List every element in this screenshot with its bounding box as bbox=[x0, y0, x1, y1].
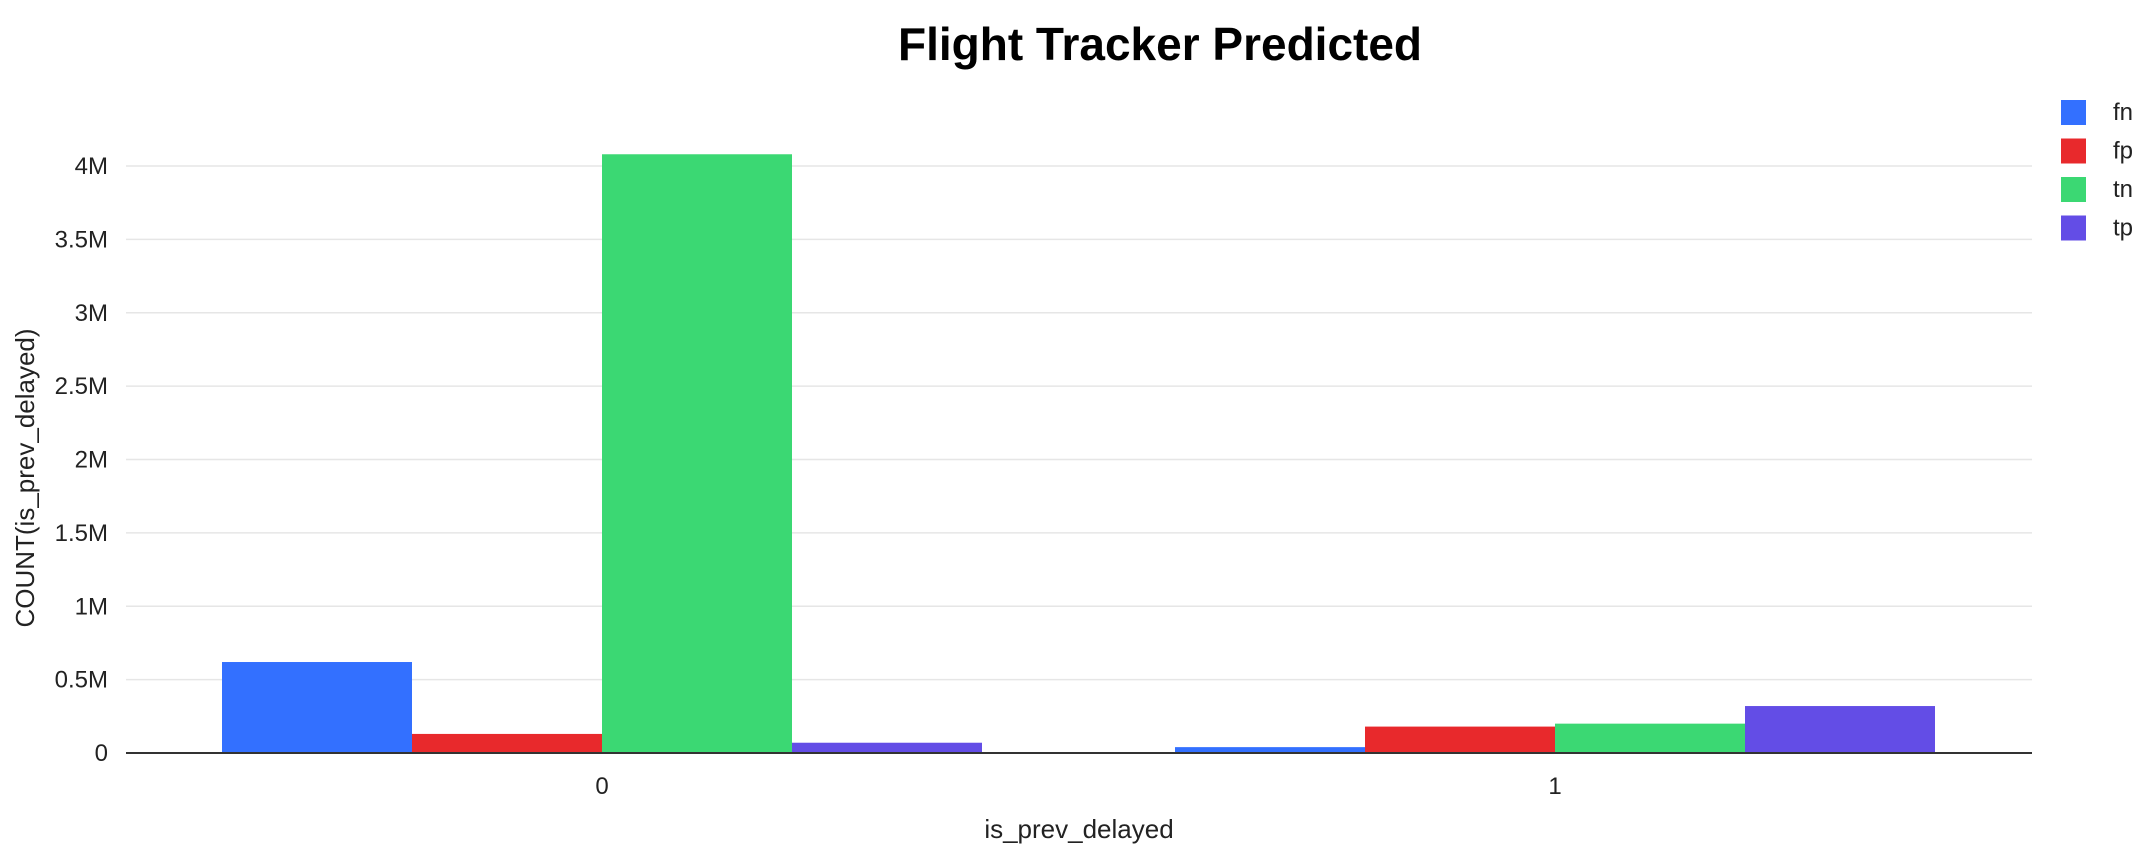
y-tick-label: 0.5M bbox=[55, 667, 108, 694]
legend-label-tp[interactable]: tp bbox=[2113, 215, 2133, 242]
chart-title: Flight Tracker Predicted bbox=[898, 18, 1422, 70]
y-tick-label: 2M bbox=[75, 447, 108, 474]
gridlines bbox=[126, 165, 2032, 681]
legend-swatch-fp[interactable] bbox=[2061, 138, 2086, 164]
legend-swatch-tp[interactable] bbox=[2061, 215, 2086, 241]
legend-label-fp[interactable]: fp bbox=[2113, 138, 2133, 165]
y-tick-label: 1.5M bbox=[55, 520, 108, 547]
bar-fn-0[interactable] bbox=[222, 662, 412, 753]
bar-tp-1[interactable] bbox=[1745, 706, 1935, 753]
legend-swatch-fn[interactable] bbox=[2061, 100, 2086, 125]
y-tick-label: 4M bbox=[75, 153, 108, 180]
bar-fp-1[interactable] bbox=[1365, 726, 1555, 753]
bar-fp-0[interactable] bbox=[412, 733, 602, 753]
x-tick-label: 0 bbox=[595, 773, 608, 800]
y-tick-label: 1M bbox=[75, 593, 108, 620]
bar-tn-0[interactable] bbox=[602, 154, 792, 753]
y-tick-label: 0 bbox=[95, 740, 108, 767]
bar-fn-1[interactable] bbox=[1175, 747, 1365, 753]
x-tick-label: 1 bbox=[1548, 773, 1561, 800]
bar-tp-0[interactable] bbox=[792, 742, 982, 753]
x-axis-label: is_prev_delayed bbox=[984, 814, 1173, 844]
bars bbox=[222, 154, 1935, 753]
y-tick-label: 3M bbox=[75, 300, 108, 327]
y-axis-label: COUNT(is_prev_delayed) bbox=[10, 328, 40, 627]
legend-swatch-tn[interactable] bbox=[2061, 177, 2086, 202]
y-axis-ticks: 0 0.5M 1M 1.5M 2M 2.5M 3M 3.5M 4M bbox=[55, 153, 108, 767]
legend: fn fp tn tp bbox=[2061, 99, 2133, 242]
legend-label-tn[interactable]: tn bbox=[2113, 176, 2133, 203]
legend-label-fn[interactable]: fn bbox=[2113, 99, 2133, 126]
bar-tn-1[interactable] bbox=[1555, 723, 1745, 753]
y-tick-label: 3.5M bbox=[55, 226, 108, 253]
y-tick-label: 2.5M bbox=[55, 373, 108, 400]
